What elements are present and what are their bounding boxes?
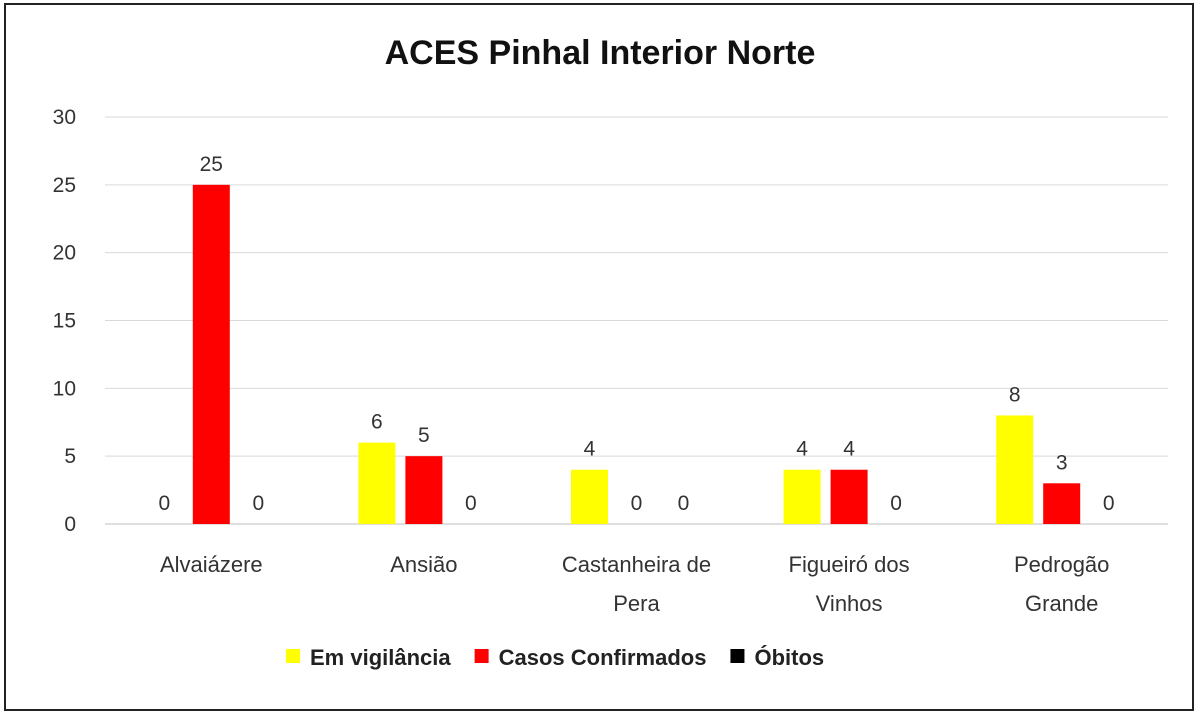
legend-item-obitos: Óbitos	[730, 645, 824, 670]
data-label: 0	[252, 492, 264, 515]
data-label: 4	[843, 438, 855, 461]
legend-item-casos-confirmados: Casos Confirmados	[474, 645, 707, 670]
x-tick-label: Pera	[613, 591, 660, 616]
legend-label: Óbitos	[754, 645, 824, 670]
data-label: 8	[1009, 383, 1021, 406]
y-axis: 0 5 10 15 20 25 30	[53, 106, 76, 536]
y-tick-label: 25	[53, 174, 76, 197]
data-label: 6	[371, 411, 383, 434]
legend-label: Casos Confirmados	[499, 645, 707, 670]
data-label: 0	[465, 492, 477, 515]
x-tick-label: Grande	[1025, 591, 1098, 616]
bar-em-vigilancia	[358, 442, 396, 524]
data-labels: 0 25 0 6 5 0 4 0 0 4 4 0 8 3 0	[158, 153, 1114, 515]
x-tick-label: Vinhos	[816, 591, 883, 616]
bars	[192, 184, 1081, 525]
data-label: 0	[1103, 492, 1115, 515]
data-label: 5	[418, 424, 430, 447]
bar-em-vigilancia	[996, 415, 1034, 524]
data-label: 0	[890, 492, 902, 515]
data-label: 4	[796, 438, 808, 461]
x-tick-label: Ansião	[390, 552, 457, 577]
data-label: 0	[631, 492, 643, 515]
x-tick-label: Figueiró dos	[789, 552, 910, 577]
gridlines	[105, 116, 1168, 525]
bar-casos-confirmados	[192, 184, 230, 525]
bar-em-vigilancia	[783, 469, 821, 524]
legend-item-em-vigilancia: Em vigilância	[286, 645, 451, 670]
data-label: 4	[584, 438, 596, 461]
y-tick-label: 5	[64, 445, 76, 468]
legend-swatch	[286, 649, 300, 663]
y-tick-label: 10	[53, 377, 76, 400]
chart-title: ACES Pinhal Interior Norte	[385, 34, 816, 72]
data-label: 0	[678, 492, 690, 515]
y-tick-label: 30	[53, 106, 76, 129]
legend-swatch	[474, 649, 489, 663]
x-tick-label: Alvaiázere	[160, 552, 263, 577]
legend-swatch	[730, 649, 745, 663]
bar-casos-confirmados	[1043, 483, 1081, 524]
y-tick-label: 0	[64, 513, 76, 536]
legend-label: Em vigilância	[310, 645, 451, 670]
x-tick-label: Castanheira de	[562, 552, 711, 577]
bar-em-vigilancia	[571, 469, 608, 524]
y-tick-label: 20	[53, 242, 76, 265]
legend: Em vigilância Casos Confirmados Óbitos	[286, 645, 824, 670]
data-label: 25	[200, 153, 223, 176]
data-label: 0	[158, 492, 170, 515]
x-tick-label: Pedrogão	[1014, 552, 1109, 577]
bar-casos-confirmados	[405, 456, 443, 524]
y-tick-label: 15	[53, 310, 76, 333]
bar-casos-confirmados	[830, 469, 868, 524]
data-label: 3	[1056, 451, 1068, 474]
x-axis: Alvaiázere Ansião Castanheira de Pera Figuei…	[160, 552, 1109, 616]
